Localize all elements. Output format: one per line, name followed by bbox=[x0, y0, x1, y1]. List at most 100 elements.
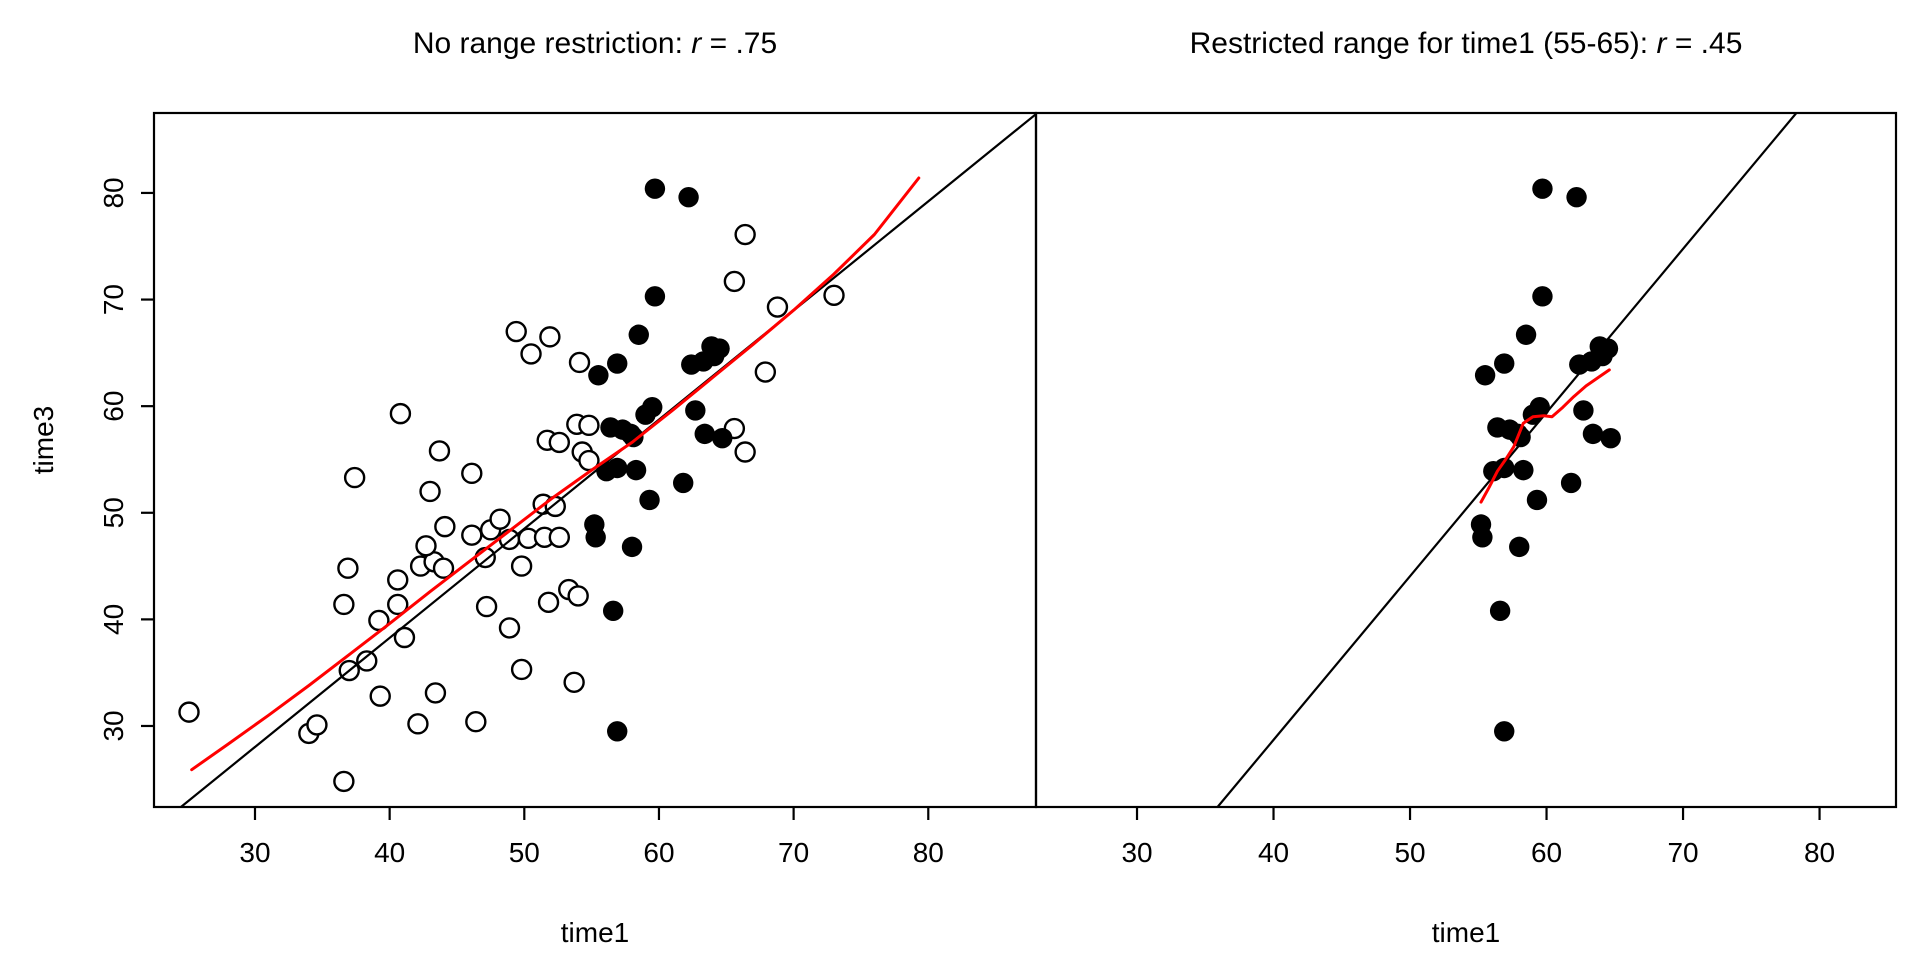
data-point-filled bbox=[625, 459, 647, 481]
data-point-filled bbox=[1494, 457, 1515, 479]
y-tick-label: 60 bbox=[98, 391, 129, 422]
points-group bbox=[178, 178, 845, 793]
data-point-open bbox=[461, 524, 483, 546]
data-point-open bbox=[510, 658, 533, 681]
data-point-filled bbox=[1494, 353, 1515, 374]
data-point-open bbox=[343, 466, 366, 489]
data-point-filled bbox=[639, 489, 660, 511]
data-point-open bbox=[578, 414, 600, 437]
data-point-open bbox=[333, 593, 355, 616]
data-point-open bbox=[823, 284, 845, 306]
data-point-open bbox=[387, 593, 409, 616]
data-point-open bbox=[766, 296, 789, 318]
data-point-filled bbox=[1489, 600, 1511, 622]
data-point-filled bbox=[644, 178, 666, 199]
title-right-text: Restricted range for time1 (55-65): bbox=[1189, 27, 1657, 60]
data-point-open bbox=[537, 591, 560, 614]
data-point-open bbox=[510, 555, 533, 577]
data-point-filled bbox=[1494, 721, 1515, 742]
y-axis-label: time3 bbox=[28, 405, 59, 475]
title-left-r-symbol: r bbox=[691, 27, 702, 60]
data-point-open bbox=[369, 685, 391, 707]
data-point-open bbox=[387, 569, 409, 591]
data-point-open bbox=[754, 361, 777, 383]
plot-box bbox=[1034, 111, 1898, 809]
x-tick-label: 50 bbox=[1394, 837, 1425, 868]
y-tick-label: 80 bbox=[98, 177, 129, 208]
x-tick-label: 30 bbox=[1121, 837, 1152, 868]
data-point-open bbox=[505, 320, 527, 343]
data-point-filled bbox=[607, 721, 628, 742]
x-tick-label: 40 bbox=[374, 837, 405, 868]
data-point-open bbox=[407, 713, 429, 735]
data-point-open bbox=[178, 701, 200, 723]
data-point-open bbox=[734, 441, 756, 463]
data-point-open bbox=[419, 480, 441, 503]
data-point-filled bbox=[1573, 400, 1594, 421]
panel-left: 30 40 50 60 70 80 30 40 50 60 70 80 bbox=[98, 111, 1038, 868]
data-point-filled bbox=[1600, 427, 1621, 449]
data-point-open bbox=[548, 431, 571, 454]
x-tick-label: 40 bbox=[1258, 837, 1289, 868]
data-point-filled bbox=[1474, 365, 1496, 386]
data-point-filled bbox=[602, 600, 624, 622]
data-point-open bbox=[428, 440, 451, 462]
panel-right: 30 40 50 60 70 80 bbox=[1034, 111, 1898, 868]
title-left-text: No range restriction: bbox=[412, 27, 692, 60]
x-tick-label: 60 bbox=[643, 837, 674, 868]
x-tick-label: 60 bbox=[1531, 837, 1562, 868]
y-tick-label: 30 bbox=[98, 710, 129, 741]
y-tick-label: 50 bbox=[98, 497, 129, 528]
y-tick-label: 70 bbox=[98, 284, 129, 315]
panel-title-left: No range restriction: r = .75 bbox=[154, 26, 1036, 62]
x-axis-label-right: time1 bbox=[1431, 917, 1501, 948]
data-point-open bbox=[424, 682, 447, 704]
data-point-open bbox=[520, 343, 542, 365]
data-point-filled bbox=[1569, 354, 1590, 375]
data-point-filled bbox=[621, 536, 643, 558]
data-point-open bbox=[432, 557, 455, 579]
data-point-filled bbox=[1472, 527, 1493, 548]
data-point-filled bbox=[644, 286, 666, 307]
data-point-filled bbox=[1515, 324, 1537, 345]
data-point-filled bbox=[585, 527, 606, 548]
data-point-filled bbox=[694, 423, 715, 445]
x-axis-label-left: time1 bbox=[560, 917, 630, 948]
data-point-filled bbox=[1509, 536, 1530, 558]
data-point-open bbox=[539, 326, 561, 348]
data-point-open bbox=[434, 515, 456, 538]
data-point-open bbox=[723, 270, 746, 293]
lowess-curve bbox=[190, 176, 921, 772]
data-point-filled bbox=[635, 404, 656, 425]
data-point-open bbox=[461, 462, 483, 485]
data-point-filled bbox=[607, 353, 628, 374]
data-point-filled bbox=[681, 354, 702, 375]
data-point-open bbox=[568, 351, 591, 374]
data-point-open bbox=[578, 449, 600, 472]
x-tick-label: 70 bbox=[1667, 837, 1698, 868]
data-point-filled bbox=[1526, 489, 1548, 511]
title-left-r-value: = .75 bbox=[701, 27, 778, 60]
data-point-open bbox=[475, 595, 498, 618]
data-point-open bbox=[489, 508, 511, 530]
lowess-curve bbox=[1479, 368, 1611, 504]
data-point-filled bbox=[588, 365, 609, 386]
points-group bbox=[1470, 178, 1621, 742]
data-point-filled bbox=[1532, 178, 1553, 199]
data-point-filled bbox=[685, 400, 706, 421]
data-point-filled bbox=[623, 426, 644, 448]
data-point-filled bbox=[1513, 459, 1534, 481]
data-point-filled bbox=[1566, 187, 1587, 208]
x-tick-label: 80 bbox=[913, 837, 944, 868]
data-point-open bbox=[498, 617, 521, 639]
x-tick-label: 80 bbox=[1804, 837, 1835, 868]
data-point-open bbox=[415, 535, 437, 557]
x-tick-label: 30 bbox=[239, 837, 270, 868]
data-point-open bbox=[389, 402, 412, 425]
data-point-open bbox=[356, 650, 378, 672]
data-point-filled bbox=[607, 457, 628, 479]
x-tick-label: 50 bbox=[509, 837, 540, 868]
x-tick-label: 70 bbox=[778, 837, 809, 868]
